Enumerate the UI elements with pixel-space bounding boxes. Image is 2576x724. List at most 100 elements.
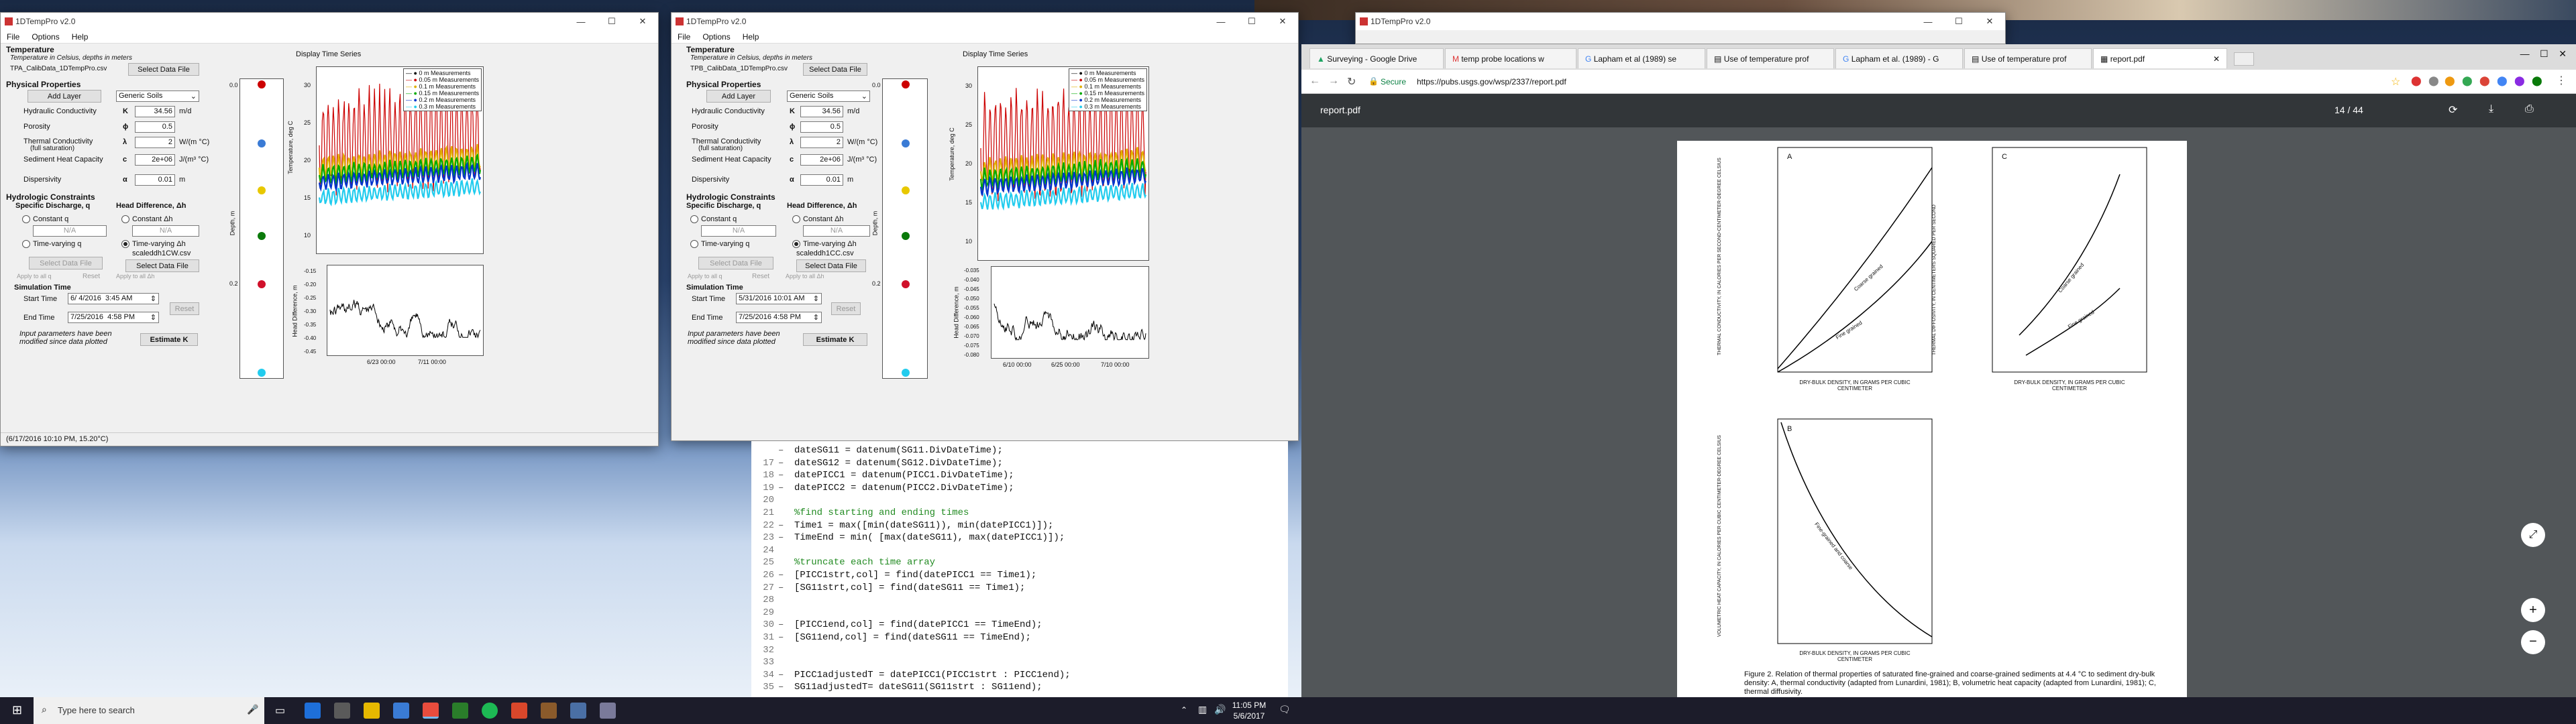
const-h-input[interactable]: N/A [803, 225, 870, 237]
thermal-input[interactable]: 2 [800, 137, 843, 148]
page-current[interactable]: 14 [2334, 105, 2345, 115]
search-box[interactable]: ⌕ Type here to search 🎤 [34, 697, 264, 724]
breakpoint-gutter[interactable]: – [778, 532, 784, 544]
maximize-button[interactable]: ☐ [608, 16, 616, 26]
estimate-k-button[interactable]: Estimate K [140, 333, 198, 346]
tv-h-radio[interactable] [792, 240, 800, 248]
code-line[interactable]: 21 %find starting and ending times [751, 507, 969, 521]
hydraulic-input[interactable]: 34.56 [800, 106, 843, 117]
const-h-input[interactable]: N/A [132, 225, 199, 237]
app-icon[interactable] [541, 703, 557, 719]
minimize-button[interactable]: — [1216, 16, 1226, 27]
clock[interactable]: 11:05 PM 5/6/2017 [1229, 700, 1269, 721]
tv-q-radio[interactable] [690, 240, 698, 248]
tv-h-radio[interactable] [121, 240, 129, 248]
extension-icon[interactable]: ⬤ [2514, 75, 2525, 86]
close-icon[interactable]: ✕ [2212, 54, 2220, 64]
reset-q-button[interactable]: Reset [752, 273, 770, 280]
porosity-input[interactable]: 0.5 [135, 121, 175, 133]
breakpoint-gutter[interactable]: – [778, 669, 784, 680]
rotate-icon[interactable]: ⟳ [2449, 105, 2458, 116]
address-bar[interactable]: 🔒 Secure https://pubs.usgs.gov/wsp/2337/… [1366, 74, 2392, 90]
extension-icon[interactable]: ⬤ [2462, 75, 2473, 86]
code-line[interactable]: 32 [751, 645, 794, 658]
maximize-button[interactable]: ☐ [1248, 16, 1256, 26]
zoom-in-button[interactable]: + [2521, 598, 2545, 622]
excel-icon[interactable] [452, 703, 468, 719]
minimize-button[interactable]: — [576, 16, 586, 27]
code-editor[interactable]: – dateSG11 = datenum(SG11.DivDateTime); 17… [751, 441, 1288, 697]
breakpoint-gutter[interactable]: – [778, 470, 784, 481]
breakpoint-gutter[interactable]: – [778, 619, 784, 631]
end-time-input[interactable]: 7/25/2016 4:58 PM ⇕ [736, 312, 822, 323]
home-icon[interactable] [334, 703, 350, 719]
close-button[interactable]: ✕ [1986, 16, 1994, 26]
tab-use-of-temp-1[interactable]: ▤ Use of temperature prof [1707, 48, 1834, 68]
add-layer-button[interactable]: Add Layer [28, 90, 101, 103]
maximize-button[interactable]: ☐ [1955, 16, 1963, 26]
spotify-icon[interactable] [482, 703, 498, 719]
const-q-radio[interactable] [690, 215, 698, 223]
heat-input[interactable]: 2e+06 [800, 154, 843, 166]
const-q-radio[interactable] [22, 215, 30, 223]
chrome-icon[interactable] [423, 703, 439, 719]
close-button[interactable]: ✕ [1279, 16, 1287, 26]
extension-icon[interactable]: ⬤ [2445, 75, 2455, 86]
close-button[interactable]: ✕ [639, 16, 647, 26]
start-time-input[interactable]: 6/ 4/2016 3:45 AM ⇕ [68, 293, 159, 304]
select-temp-file-button[interactable]: Select Data File [803, 63, 867, 76]
code-line[interactable]: 35– SG11adjustedT= dateSG11(SG11strt : SG… [751, 682, 1042, 695]
titlebar[interactable]: 1DTempPro v2.0 — ☐ ✕ [1356, 13, 2005, 30]
breakpoint-gutter[interactable]: – [778, 520, 784, 531]
maximize-button[interactable]: ☐ [2540, 48, 2548, 59]
select-q-file-button[interactable]: Select Data File [29, 257, 103, 269]
code-line[interactable]: 23– TimeEnd = min( [max(dateSG11), max(da… [751, 532, 1065, 546]
breakpoint-gutter[interactable]: – [778, 482, 784, 493]
start-time-input[interactable]: 5/31/2016 10:01 AM ⇕ [736, 293, 822, 304]
file-explorer-icon[interactable] [364, 703, 380, 719]
extension-icon[interactable]: ⬤ [2497, 75, 2508, 86]
matlab-icon[interactable] [511, 703, 527, 719]
code-line[interactable]: 28 [751, 595, 794, 608]
code-line[interactable]: 29 [751, 607, 794, 621]
breakpoint-gutter[interactable]: – [778, 632, 784, 643]
code-line[interactable]: 26– [PICC1strt,col] = find(datePICC1 == T… [751, 570, 1036, 583]
select-temp-file-button[interactable]: Select Data File [128, 63, 199, 76]
tab-temp-probe[interactable]: M temp probe locations w [1445, 48, 1576, 68]
code-line[interactable]: 25 %truncate each time array [751, 557, 935, 570]
material-select[interactable]: Generic Soils ⌄ [787, 90, 870, 102]
code-line[interactable]: 34– PICC1adjustedT = datePICC1(PICC1strt … [751, 669, 1070, 683]
volume-icon[interactable]: 🔊 [1214, 704, 1226, 715]
extension-icon[interactable]: ⬤ [2411, 75, 2422, 86]
titlebar[interactable]: 1DTempPro v2.0 — ☐ ✕ [672, 13, 1298, 30]
breakpoint-gutter[interactable]: – [778, 445, 784, 456]
const-q-input[interactable]: N/A [701, 225, 776, 237]
store-icon[interactable] [393, 703, 409, 719]
estimate-k-button[interactable]: Estimate K [803, 333, 867, 346]
add-layer-button[interactable]: Add Layer [706, 90, 771, 103]
download-icon[interactable]: ⤓ [2489, 103, 2494, 115]
minimize-button[interactable]: — [2520, 48, 2530, 59]
close-button[interactable]: ✕ [2559, 48, 2567, 59]
back-icon[interactable]: ← [1309, 75, 1320, 86]
menu-help[interactable]: Help [742, 32, 759, 42]
forward-icon[interactable]: → [1328, 75, 1339, 86]
code-line[interactable]: 33 [751, 657, 794, 670]
menu-file[interactable]: File [7, 32, 20, 42]
star-icon[interactable]: ☆ [2391, 76, 2401, 88]
code-line[interactable]: 24 [751, 545, 794, 558]
code-line[interactable]: 17– dateSG12 = datenum(SG12.DivDateTime); [751, 458, 1003, 471]
end-time-input[interactable]: 7/25/2016 4:58 PM ⇕ [68, 312, 159, 323]
menu-icon[interactable]: ⋮ [2556, 75, 2567, 86]
material-select[interactable]: Generic Soils ⌄ [116, 90, 199, 102]
windows-start-icon[interactable]: ⊞ [12, 703, 23, 717]
menu-options[interactable]: Options [702, 32, 731, 42]
extension-icon[interactable]: ⬤ [2532, 75, 2542, 86]
menu-file[interactable]: File [678, 32, 691, 42]
dispersivity-input[interactable]: 0.01 [135, 174, 175, 186]
menu-options[interactable]: Options [32, 32, 60, 42]
pdf-viewer[interactable]: report.pdf 14 / 44 ⟳ ⤓ ⎙ A C B [1301, 94, 2576, 697]
code-line[interactable]: 30– [PICC1end,col] = find(datePICC1 == Ti… [751, 619, 1042, 633]
const-h-radio[interactable] [121, 215, 129, 223]
code-line[interactable]: 22– Time1 = max([min(dateSG11)), min(date… [751, 520, 1053, 534]
